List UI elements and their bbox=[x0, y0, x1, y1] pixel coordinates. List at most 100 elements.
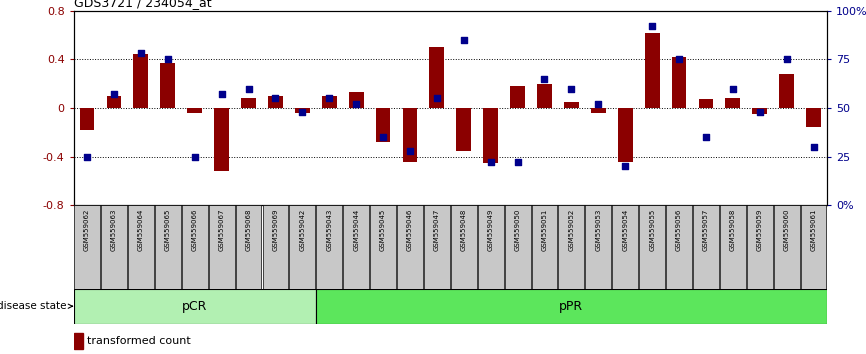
Bar bbox=[693, 205, 719, 289]
Text: GSM559057: GSM559057 bbox=[703, 209, 709, 251]
Bar bbox=[187, 108, 202, 113]
Text: GSM559068: GSM559068 bbox=[246, 209, 251, 251]
Text: GSM559043: GSM559043 bbox=[326, 209, 333, 251]
Bar bbox=[74, 205, 100, 289]
Bar bbox=[644, 33, 660, 108]
Bar bbox=[483, 108, 498, 163]
Text: pPR: pPR bbox=[559, 300, 584, 313]
Text: GSM559053: GSM559053 bbox=[595, 209, 601, 251]
Text: GSM559052: GSM559052 bbox=[568, 209, 574, 251]
Text: GSM559061: GSM559061 bbox=[811, 209, 817, 251]
Bar bbox=[726, 98, 740, 108]
Bar bbox=[289, 205, 315, 289]
Point bbox=[161, 56, 175, 62]
Bar bbox=[666, 205, 692, 289]
Bar bbox=[155, 205, 181, 289]
Bar bbox=[74, 289, 316, 324]
Point bbox=[242, 86, 255, 91]
Text: GSM559066: GSM559066 bbox=[191, 209, 197, 251]
Bar bbox=[564, 102, 578, 108]
Point bbox=[753, 109, 766, 115]
Point bbox=[699, 135, 713, 140]
Bar bbox=[753, 108, 767, 114]
Point bbox=[618, 164, 632, 169]
Point bbox=[484, 160, 498, 165]
Point bbox=[215, 92, 229, 97]
Bar bbox=[806, 108, 821, 127]
Bar bbox=[591, 108, 605, 113]
Bar bbox=[612, 205, 638, 289]
Point bbox=[403, 148, 417, 154]
Bar bbox=[107, 96, 121, 108]
Point bbox=[779, 56, 793, 62]
Text: GSM559042: GSM559042 bbox=[300, 209, 306, 251]
Bar bbox=[779, 74, 794, 108]
Bar bbox=[773, 205, 799, 289]
Text: GSM559045: GSM559045 bbox=[380, 209, 386, 251]
Bar bbox=[209, 205, 235, 289]
Point bbox=[806, 144, 820, 150]
Point bbox=[726, 86, 740, 91]
Bar bbox=[322, 96, 337, 108]
Bar bbox=[537, 84, 552, 108]
Bar bbox=[397, 205, 423, 289]
Point bbox=[81, 154, 94, 159]
Point bbox=[538, 76, 552, 81]
Bar bbox=[316, 205, 342, 289]
Bar bbox=[403, 108, 417, 161]
Point bbox=[268, 96, 282, 101]
Bar bbox=[349, 92, 364, 108]
Text: GSM559056: GSM559056 bbox=[676, 209, 682, 251]
Point bbox=[376, 135, 390, 140]
Text: GSM559047: GSM559047 bbox=[434, 209, 440, 251]
Point bbox=[672, 56, 686, 62]
Bar bbox=[370, 205, 396, 289]
Point bbox=[295, 109, 309, 115]
Point bbox=[322, 96, 336, 101]
Bar bbox=[672, 57, 687, 108]
Text: GSM559063: GSM559063 bbox=[111, 209, 117, 251]
Bar bbox=[585, 205, 611, 289]
Text: GSM559044: GSM559044 bbox=[353, 209, 359, 251]
Point bbox=[591, 101, 605, 107]
Bar bbox=[241, 98, 256, 108]
Text: GSM559049: GSM559049 bbox=[488, 209, 494, 251]
Bar bbox=[101, 205, 127, 289]
Bar bbox=[505, 205, 531, 289]
Text: transformed count: transformed count bbox=[87, 336, 191, 346]
Bar bbox=[456, 108, 471, 150]
Text: GSM559069: GSM559069 bbox=[273, 209, 278, 251]
Bar bbox=[316, 289, 827, 324]
Text: GSM559067: GSM559067 bbox=[218, 209, 224, 251]
Point bbox=[565, 86, 578, 91]
Bar bbox=[128, 205, 154, 289]
Bar bbox=[478, 205, 504, 289]
Point bbox=[430, 96, 443, 101]
Bar bbox=[510, 86, 525, 108]
Point bbox=[511, 160, 525, 165]
Bar bbox=[532, 205, 558, 289]
Point bbox=[349, 101, 363, 107]
Bar bbox=[430, 47, 444, 108]
Point bbox=[645, 23, 659, 29]
Text: GSM559059: GSM559059 bbox=[757, 209, 763, 251]
Text: GSM559064: GSM559064 bbox=[138, 209, 144, 251]
Text: GSM559054: GSM559054 bbox=[623, 209, 628, 251]
Text: GSM559048: GSM559048 bbox=[461, 209, 467, 251]
Bar bbox=[182, 205, 208, 289]
Text: GSM559062: GSM559062 bbox=[84, 209, 90, 251]
Point bbox=[188, 154, 202, 159]
Text: GSM559055: GSM559055 bbox=[650, 209, 655, 251]
Bar bbox=[801, 205, 826, 289]
Bar bbox=[80, 108, 94, 130]
Bar bbox=[74, 333, 83, 349]
Text: GDS3721 / 234054_at: GDS3721 / 234054_at bbox=[74, 0, 211, 10]
Bar bbox=[451, 205, 476, 289]
Bar bbox=[295, 108, 310, 113]
Bar bbox=[424, 205, 449, 289]
Bar bbox=[262, 205, 288, 289]
Bar bbox=[559, 205, 585, 289]
Point bbox=[107, 92, 121, 97]
Point bbox=[134, 51, 148, 56]
Bar bbox=[639, 205, 665, 289]
